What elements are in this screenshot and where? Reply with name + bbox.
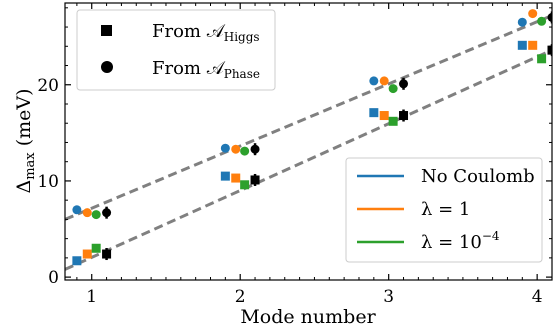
circle-marker — [369, 76, 379, 86]
square-marker — [220, 171, 230, 181]
square-marker — [379, 111, 389, 121]
phase-fit-line — [65, 14, 552, 221]
marker-legend: From 𝒜Higgs From 𝒜Phase — [76, 9, 276, 91]
circle-marker — [528, 9, 538, 19]
square-marker — [399, 111, 409, 121]
higgs-fit-line — [65, 48, 552, 271]
square-marker — [369, 108, 379, 118]
circle-marker — [399, 79, 409, 89]
marker-legend-box — [76, 9, 276, 91]
square-marker — [547, 45, 552, 55]
y-axis-label-rest: (meV) — [13, 88, 35, 152]
y-axis-label-sub: max — [23, 152, 38, 180]
square-marker — [240, 180, 250, 190]
circle-marker — [240, 146, 250, 156]
x-tick-label: 1 — [86, 287, 97, 307]
circle-marker — [537, 16, 547, 26]
circle-marker — [250, 144, 260, 154]
color-legend-box — [345, 157, 543, 263]
square-marker — [72, 256, 82, 266]
x-tick-label: 3 — [383, 287, 394, 307]
plot-layer — [65, 9, 552, 271]
y-axis-label: Δmax (meV) — [13, 88, 38, 193]
legend-no-coulomb-label: No Coulomb — [421, 166, 535, 187]
legend-lambda1-label: λ = 1 — [421, 199, 470, 220]
circle-marker — [231, 144, 241, 154]
square-marker — [231, 173, 241, 183]
circle-marker — [379, 76, 389, 86]
circle-marker — [517, 17, 527, 27]
circle-marker — [547, 12, 552, 22]
y-tick-label: 0 — [48, 268, 59, 288]
square-marker — [528, 40, 538, 50]
x-tick-label: 4 — [532, 287, 543, 307]
circle-marker — [102, 208, 112, 218]
plot-content — [65, 9, 552, 271]
square-marker — [82, 249, 92, 259]
circle-marker — [72, 205, 82, 215]
legend-lambda-small-label: λ = 10−4 — [421, 229, 500, 253]
y-axis-label-main: Δ — [13, 180, 35, 194]
circle-marker — [388, 84, 398, 94]
circle-marker — [220, 143, 230, 153]
circle-marker — [91, 210, 101, 220]
square-marker — [537, 54, 547, 64]
legend-phase-label: From 𝒜Phase — [152, 58, 260, 81]
plot-frame — [64, 2, 553, 281]
x-tick-label: 2 — [235, 287, 246, 307]
tick-layer: 1 2 3 4 0 10 20 — [37, 3, 552, 307]
y-tick-label: 20 — [37, 76, 59, 96]
legend-higgs-label: From 𝒜Higgs — [152, 21, 260, 44]
y-tick-label: 10 — [37, 172, 59, 192]
square-marker — [388, 116, 398, 126]
square-marker — [517, 40, 527, 50]
circle-marker — [82, 208, 92, 218]
legend-square-marker — [101, 25, 112, 36]
square-marker — [91, 243, 101, 253]
square-marker — [102, 249, 112, 259]
square-marker — [250, 175, 260, 185]
legend-circle-marker — [101, 61, 113, 73]
color-legend: No Coulomb λ = 1 λ = 10−4 — [345, 157, 543, 263]
x-axis-label: Mode number — [240, 306, 376, 328]
